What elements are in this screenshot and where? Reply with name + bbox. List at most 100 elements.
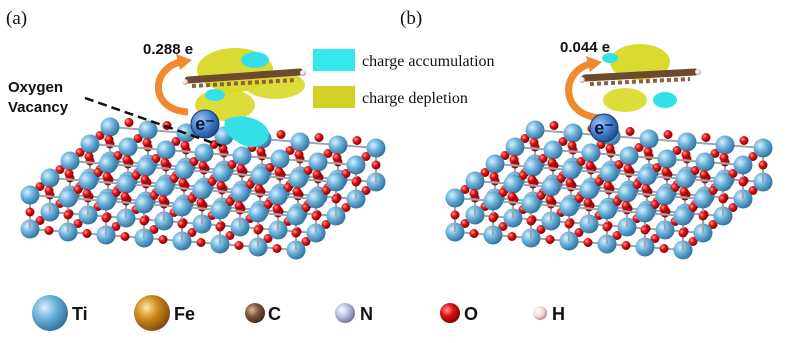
o-atom (187, 194, 197, 203)
o-atom (634, 143, 644, 152)
molecule-b (579, 44, 701, 112)
o-atom (198, 161, 208, 170)
o-atom (177, 219, 187, 229)
ti-atom (733, 155, 753, 175)
o-atom (536, 191, 546, 200)
o-atom (245, 180, 255, 189)
o-atom (314, 133, 324, 142)
o-atom (120, 192, 130, 201)
lattice-a (20, 117, 386, 260)
o-atom (460, 219, 470, 228)
o-atom (678, 228, 688, 238)
o-atom (311, 211, 321, 221)
h-atom (182, 79, 188, 85)
o-atom (659, 244, 669, 253)
vacancy-pointer (84, 96, 223, 148)
o-atom (171, 137, 181, 146)
o-atom (93, 168, 103, 177)
ti-atom (715, 135, 735, 155)
o-atom (140, 175, 150, 184)
arrow-head (586, 56, 602, 72)
o-atom (294, 150, 304, 159)
o-atom (35, 216, 45, 225)
o-atom (603, 181, 613, 190)
o-atom (196, 198, 206, 207)
o-atom (710, 149, 720, 158)
o-atom (518, 171, 528, 180)
ti-atom (675, 169, 695, 189)
o-atom (301, 203, 311, 212)
o-atom (529, 138, 539, 147)
ti-atom (154, 177, 174, 197)
o-atom (234, 241, 244, 250)
panel-label: (a) (6, 8, 27, 29)
atom-label: Ti (72, 304, 88, 324)
ti-atom (136, 157, 156, 177)
o-atom (576, 157, 586, 166)
ti-atom (98, 154, 118, 174)
legend-label: charge accumulation (362, 53, 495, 70)
o-atom (276, 130, 286, 139)
ti-atom (288, 169, 308, 189)
o-atom (253, 225, 263, 235)
o-atom (225, 197, 235, 206)
ti-atom (597, 200, 617, 220)
ti-atom (290, 132, 310, 152)
o-atom (602, 222, 612, 232)
ti-atom (637, 166, 657, 186)
ti-atom (270, 149, 290, 169)
o-atom (292, 187, 302, 196)
o-atom (149, 225, 159, 234)
ti-atom (100, 117, 120, 137)
ti-atom (483, 191, 503, 211)
o-atom (149, 191, 159, 200)
o-atom (301, 237, 311, 246)
atom-swatch (134, 295, 170, 331)
o-atom (189, 157, 199, 166)
o-atom (207, 177, 217, 186)
o-atom (681, 150, 691, 159)
o-atom (701, 133, 711, 142)
o-atom (650, 234, 660, 243)
o-atom (612, 231, 622, 240)
o-atom (361, 152, 371, 161)
o-atom (216, 181, 226, 190)
ti-atom (118, 137, 138, 157)
molecule-plane (184, 68, 304, 84)
o-atom (614, 160, 624, 169)
o-atom (679, 187, 689, 196)
o-atom (739, 136, 749, 145)
ti-atom (563, 123, 583, 143)
o-atom (547, 158, 557, 167)
ti-atom (693, 189, 713, 209)
accumulation-lobe (653, 92, 677, 108)
o-atom (612, 197, 622, 206)
o-atom (565, 178, 575, 187)
o-atom (215, 222, 225, 232)
o-atom (621, 201, 631, 210)
o-atom (450, 210, 460, 220)
o-atom (672, 146, 682, 155)
o-atom (352, 136, 362, 145)
ti-atom (308, 152, 328, 172)
o-atom (583, 198, 593, 207)
o-atom (113, 151, 123, 160)
o-atom (643, 147, 653, 156)
o-atom (120, 232, 130, 241)
molecule-plane (581, 68, 699, 82)
ti-atom (525, 120, 545, 140)
atom-label: C (268, 304, 281, 324)
o-atom (652, 163, 662, 172)
o-atom (142, 138, 152, 147)
o-atom (361, 186, 371, 195)
charge-value: 0.044 e (560, 39, 610, 56)
o-atom (332, 153, 342, 162)
o-atom (73, 219, 83, 228)
o-atom (236, 164, 246, 173)
o-atom (158, 195, 168, 204)
ti-atom (713, 172, 733, 192)
electron-label: e⁻ (195, 114, 215, 134)
o-atom (632, 180, 642, 189)
ti-atom (286, 206, 306, 226)
atom-label: O (464, 304, 478, 324)
